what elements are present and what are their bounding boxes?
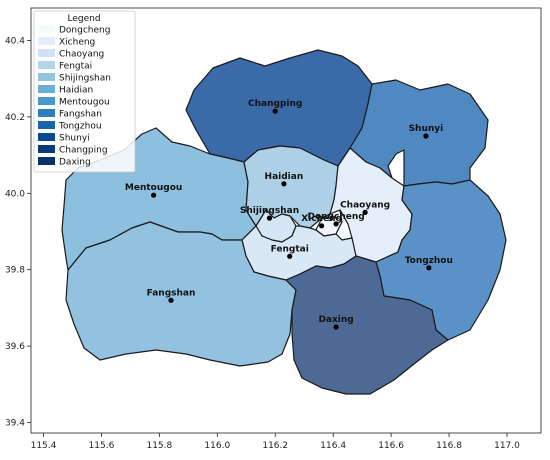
legend-entry-label: Changping <box>59 146 108 156</box>
district-markers: Changping Shunyi Mentougou Haidian Chaoyang S… <box>125 99 453 330</box>
district-label-fengtai: Fengtai <box>271 244 309 254</box>
centroid-dongcheng <box>333 221 339 227</box>
x-tick-label: 116.6 <box>378 441 404 451</box>
legend-entry-label: Shunyi <box>59 134 90 144</box>
district-label-changping: Changping <box>248 99 302 109</box>
centroid-chaoyang <box>362 209 368 215</box>
centroid-xicheng <box>319 223 325 229</box>
legend-swatch <box>38 25 55 33</box>
x-tick-label: 115.4 <box>31 441 57 451</box>
centroid-fangshan <box>168 297 174 303</box>
centroid-mentougou <box>151 192 157 198</box>
district-label-haidian: Haidian <box>265 172 304 182</box>
centroid-changping <box>272 108 278 114</box>
y-tick-label: 39.8 <box>5 266 25 276</box>
district-daxing <box>285 255 449 395</box>
legend-swatch <box>38 145 55 153</box>
district-label-chaoyang: Chaoyang <box>340 200 390 210</box>
legend-swatch <box>38 121 55 129</box>
legend-entry-label: Fengtai <box>59 62 92 72</box>
y-tick-label: 39.6 <box>5 342 25 352</box>
x-axis: 115.4 115.6 115.8 116.0 116.2 116.4 116.6 116.8… <box>31 433 520 451</box>
legend-entry-label: Mentougou <box>59 98 110 108</box>
legend-swatch <box>38 133 55 141</box>
district-label-daxing: Daxing <box>318 315 353 325</box>
legend-entry-label: Chaoyang <box>59 50 104 60</box>
y-tick-label: 40.2 <box>5 113 25 123</box>
legend-swatch <box>38 97 55 105</box>
district-label-fangshan: Fangshan <box>147 288 196 298</box>
legend-entry-label: Haidian <box>59 86 93 96</box>
legend-entry-label: Shijingshan <box>59 74 111 84</box>
y-tick-label: 39.4 <box>5 419 25 429</box>
legend-box <box>33 10 136 173</box>
x-tick-label: 117.0 <box>494 441 520 451</box>
legend-swatch <box>38 61 55 69</box>
legend-entries: Dongcheng Xicheng Chaoyang Fengtai Shijingsh… <box>38 25 111 168</box>
district-label-mentougou: Mentougou <box>125 183 182 193</box>
centroid-tongzhou <box>426 265 432 271</box>
legend-swatch <box>38 109 55 117</box>
legend-swatch <box>38 157 55 165</box>
legend-swatch <box>38 49 55 57</box>
x-tick-label: 116.4 <box>320 441 346 451</box>
centroid-daxing <box>333 324 339 330</box>
legend-swatch <box>38 73 55 81</box>
district-label-xicheng: Xicheng <box>301 214 342 224</box>
y-tick-label: 40.4 <box>5 37 25 47</box>
legend-swatch <box>38 37 55 45</box>
legend-entry-label: Daxing <box>59 158 91 168</box>
y-axis: 40.4 40.2 40.0 39.8 39.6 39.4 <box>5 37 31 429</box>
x-tick-label: 115.8 <box>146 441 172 451</box>
centroid-haidian <box>281 181 287 187</box>
centroid-shijingshan <box>266 215 273 221</box>
centroid-fengtai <box>287 253 293 259</box>
legend-entry-label: Xicheng <box>59 38 95 48</box>
legend-entry-label: Fangshan <box>59 110 102 120</box>
district-label-dongcheng: Dongcheng <box>307 212 364 222</box>
district-label-tongzhou: Tongzhou <box>405 256 453 266</box>
legend-swatch <box>38 85 55 93</box>
x-tick-label: 115.6 <box>89 441 115 451</box>
district-label-shunyi: Shunyi <box>409 124 444 134</box>
legend-entry-label: Tongzhou <box>58 122 102 132</box>
x-tick-label: 116.0 <box>204 441 230 451</box>
legend-entry-label: Dongcheng <box>59 26 110 36</box>
district-label-shijingshan: Shijingshan <box>240 206 299 216</box>
y-tick-label: 40.0 <box>5 189 25 199</box>
legend: Legend Dongcheng Xicheng Chaoyang Fengtai Sh… <box>33 10 136 173</box>
x-tick-label: 116.8 <box>436 441 462 451</box>
centroid-shunyi <box>423 133 429 139</box>
x-tick-label: 116.2 <box>262 441 288 451</box>
legend-title: Legend <box>67 14 100 24</box>
